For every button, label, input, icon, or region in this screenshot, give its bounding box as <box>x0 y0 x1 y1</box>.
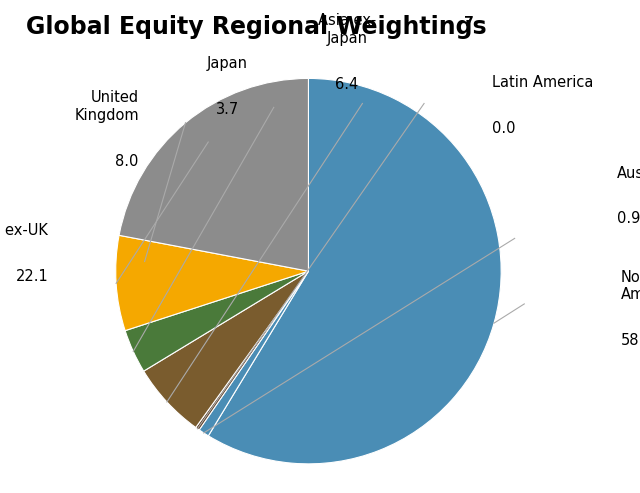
Text: United
Kingdom: United Kingdom <box>74 90 139 123</box>
Text: Europe ex-UK: Europe ex-UK <box>0 223 48 239</box>
Text: Asia ex-
Japan: Asia ex- Japan <box>318 13 376 46</box>
Text: Australia: Australia <box>617 166 640 180</box>
Text: 58.9: 58.9 <box>621 333 640 348</box>
Text: 6.4: 6.4 <box>335 76 358 92</box>
Wedge shape <box>144 271 308 427</box>
Text: 3.7: 3.7 <box>216 102 239 116</box>
Text: Global Equity Regional Weightings: Global Equity Regional Weightings <box>26 15 486 39</box>
Text: 22.1: 22.1 <box>15 269 48 284</box>
Wedge shape <box>199 271 308 436</box>
Text: 0.9: 0.9 <box>617 211 640 226</box>
Wedge shape <box>208 78 501 464</box>
Text: 0.0: 0.0 <box>492 121 515 136</box>
Text: 8.0: 8.0 <box>115 154 139 169</box>
Wedge shape <box>196 271 308 430</box>
Text: Latin America: Latin America <box>492 75 593 90</box>
Text: Japan: Japan <box>207 56 248 70</box>
Text: 7: 7 <box>464 15 474 29</box>
Wedge shape <box>119 78 308 271</box>
Text: North
America: North America <box>621 270 640 302</box>
Wedge shape <box>125 271 308 371</box>
Wedge shape <box>116 235 308 331</box>
